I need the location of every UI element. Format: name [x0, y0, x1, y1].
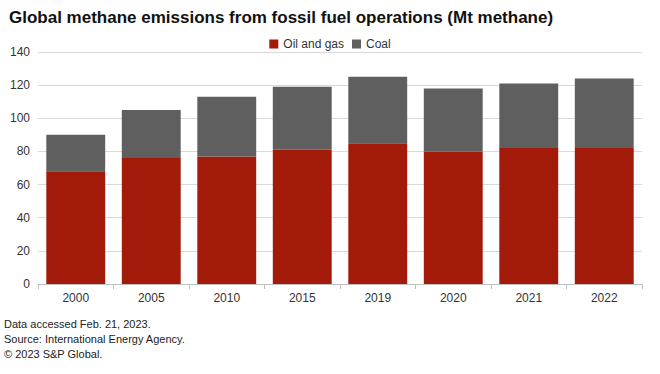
- svg-text:2005: 2005: [138, 291, 165, 305]
- svg-text:20: 20: [17, 244, 31, 258]
- svg-text:Global methane emissions from: Global methane emissions from fossil fue…: [9, 8, 553, 27]
- svg-text:2015: 2015: [289, 291, 316, 305]
- svg-text:Oil and gas: Oil and gas: [283, 37, 344, 51]
- svg-text:40: 40: [17, 211, 31, 225]
- svg-text:2010: 2010: [213, 291, 240, 305]
- svg-text:2022: 2022: [591, 291, 618, 305]
- svg-text:80: 80: [17, 144, 31, 158]
- svg-text:2000: 2000: [62, 291, 89, 305]
- svg-text:Source: International Energy A: Source: International Energy Agency.: [4, 333, 185, 345]
- svg-text:0: 0: [23, 277, 30, 291]
- svg-text:2020: 2020: [440, 291, 467, 305]
- svg-text:2019: 2019: [364, 291, 391, 305]
- svg-text:Data accessed Feb. 21, 2023.: Data accessed Feb. 21, 2023.: [4, 318, 151, 330]
- svg-text:Coal: Coal: [366, 37, 391, 51]
- svg-text:120: 120: [10, 78, 30, 92]
- svg-text:© 2023 S&P Global.: © 2023 S&P Global.: [4, 348, 102, 360]
- svg-text:140: 140: [10, 45, 30, 59]
- svg-text:2021: 2021: [515, 291, 542, 305]
- svg-text:100: 100: [10, 111, 30, 125]
- svg-text:60: 60: [17, 178, 31, 192]
